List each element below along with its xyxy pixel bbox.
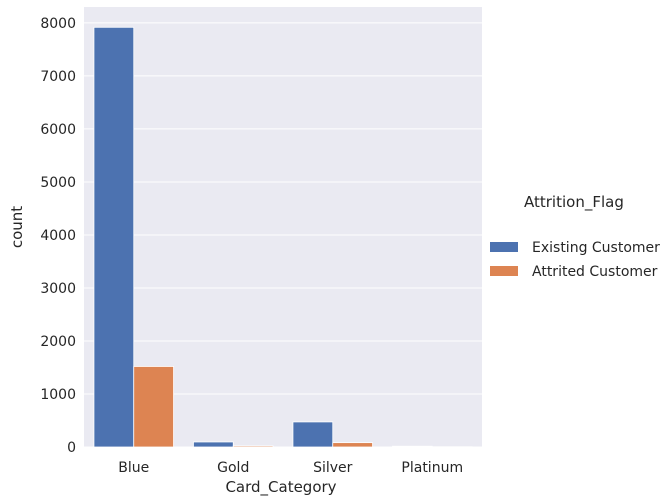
- x-tick-label: Platinum: [401, 460, 463, 476]
- legend-label: Existing Customer: [532, 240, 660, 256]
- x-tick-label: Silver: [313, 460, 353, 476]
- y-axis-title: count: [8, 206, 26, 248]
- bar-silver-existing: [292, 421, 334, 448]
- bar-gold-existing: [193, 441, 234, 448]
- x-tick-label: Blue: [118, 460, 149, 476]
- y-tick-label: 4000: [40, 228, 76, 244]
- y-tick-label: 7000: [40, 69, 76, 85]
- y-tick-label: 5000: [40, 175, 76, 191]
- bar-silver-attrited: [332, 442, 373, 448]
- y-tick-labels: 0 1000 2000 3000 4000 5000 6000 7000 8000: [40, 16, 76, 456]
- legend-swatch: [490, 266, 518, 276]
- y-tick-label: 3000: [40, 281, 76, 297]
- bar-blue-existing: [93, 26, 135, 448]
- bar-gold-attrited: [232, 445, 274, 448]
- legend-label: Attrited Customer: [532, 264, 658, 280]
- legend-title: Attrition_Flag: [524, 193, 624, 212]
- bar-platinum-existing: [392, 445, 433, 448]
- x-axis-title: Card_Category: [225, 478, 336, 497]
- y-tick-label: 1000: [40, 387, 76, 403]
- y-tick-label: 8000: [40, 16, 76, 32]
- bars: [93, 26, 473, 448]
- y-tick-label: 2000: [40, 334, 76, 350]
- x-tick-label: Gold: [217, 460, 249, 476]
- legend-swatch: [490, 242, 518, 252]
- y-tick-label: 6000: [40, 122, 76, 138]
- bar-blue-attrited: [133, 366, 174, 448]
- legend: Attrition_Flag Existing Customer Attrited…: [490, 193, 660, 280]
- x-tick-labels: Blue Gold Silver Platinum: [118, 460, 463, 476]
- y-tick-label: 0: [67, 440, 76, 456]
